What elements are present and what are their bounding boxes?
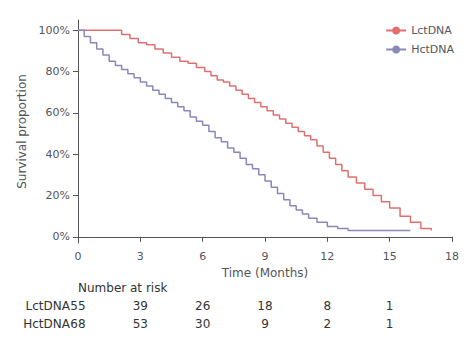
svg-text:Time (Months): Time (Months) <box>221 266 308 280</box>
svg-text:LctDNA: LctDNA <box>411 24 452 37</box>
svg-text:18: 18 <box>257 299 272 313</box>
svg-text:15: 15 <box>383 250 397 263</box>
svg-text:12: 12 <box>320 250 334 263</box>
svg-text:30: 30 <box>195 317 210 331</box>
svg-text:100%: 100% <box>39 24 70 37</box>
svg-text:6: 6 <box>199 250 206 263</box>
svg-text:Survival proportion: Survival proportion <box>15 74 29 189</box>
svg-text:HctDNA: HctDNA <box>411 43 454 56</box>
svg-text:26: 26 <box>195 299 210 313</box>
svg-text:2: 2 <box>324 317 332 331</box>
svg-text:80%: 80% <box>46 65 70 78</box>
svg-text:8: 8 <box>324 299 332 313</box>
svg-text:18: 18 <box>445 250 459 263</box>
svg-text:9: 9 <box>261 317 269 331</box>
svg-text:HctDNA: HctDNA <box>23 317 71 331</box>
svg-text:39: 39 <box>133 299 148 313</box>
svg-text:Number at risk: Number at risk <box>78 281 167 295</box>
svg-text:40%: 40% <box>46 148 70 161</box>
svg-text:55: 55 <box>70 299 85 313</box>
svg-text:0%: 0% <box>53 230 70 243</box>
svg-text:3: 3 <box>137 250 144 263</box>
svg-text:68: 68 <box>70 317 85 331</box>
svg-text:1: 1 <box>386 317 394 331</box>
svg-text:LctDNA: LctDNA <box>26 299 71 313</box>
svg-text:9: 9 <box>262 250 269 263</box>
svg-text:0: 0 <box>75 250 82 263</box>
svg-text:20%: 20% <box>46 189 70 202</box>
svg-text:60%: 60% <box>46 106 70 119</box>
svg-text:53: 53 <box>133 317 148 331</box>
svg-text:1: 1 <box>386 299 394 313</box>
